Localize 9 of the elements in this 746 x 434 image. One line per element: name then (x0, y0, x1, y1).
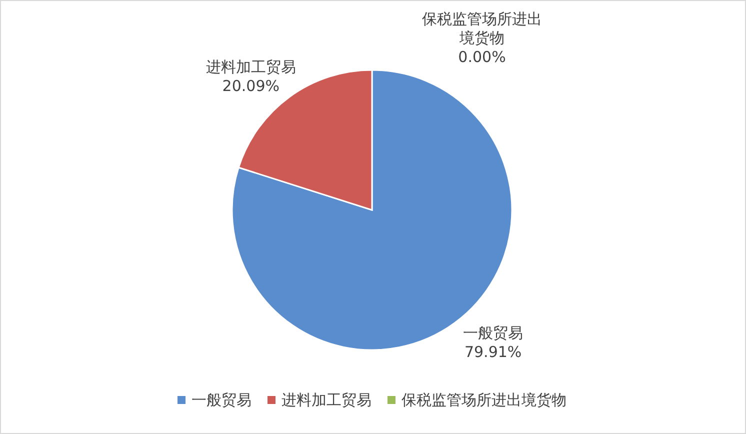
data-label: 20.09% (221, 76, 280, 96)
category-label: 保税监管场所进出境货物 (422, 10, 542, 47)
legend-label: 一般贸易 (192, 391, 252, 409)
slice-label: 进料加工贸易 (204, 58, 297, 77)
data-label: 79.91% (463, 343, 523, 362)
text: 0.00% (458, 48, 506, 66)
legend-label: 进料加工贸易 (282, 391, 372, 409)
legend-label: 保税监管场所进出境货物 (402, 391, 566, 409)
slice-label: 一般贸易 (462, 324, 524, 344)
